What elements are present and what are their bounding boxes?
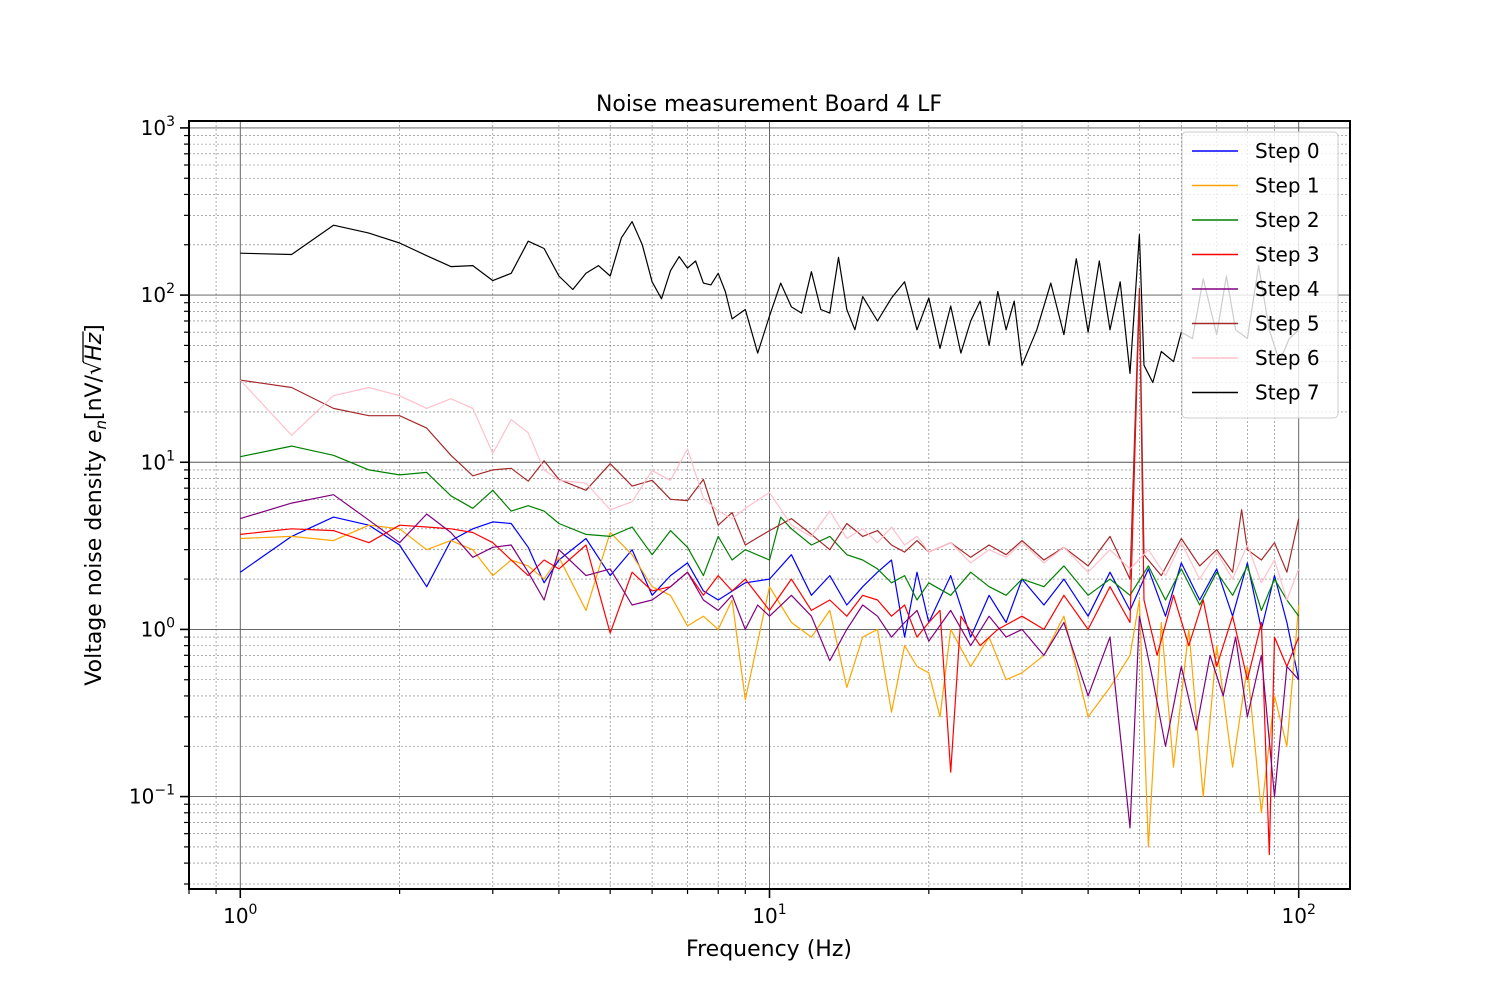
legend-label-step-1: Step 1 <box>1255 174 1320 198</box>
y-tick-label: 10−1 <box>129 783 175 809</box>
legend-label-step-0: Step 0 <box>1255 139 1320 163</box>
series-line-step-4 <box>240 494 1300 829</box>
series-line-step-2 <box>240 445 1300 617</box>
grid <box>188 121 1350 889</box>
x-tick-label: 100 <box>223 902 257 928</box>
legend-box <box>1181 131 1339 419</box>
legend-label-step-7: Step 7 <box>1255 381 1320 405</box>
x-tick-label: 101 <box>752 902 786 928</box>
series-group <box>239 221 1300 856</box>
y-tick-label: 102 <box>141 281 175 307</box>
y-axis-label: Voltage noise density en[nV/√Hz] <box>82 324 110 685</box>
series-line-step-5 <box>240 287 1300 580</box>
y-tick-label: 101 <box>141 448 175 474</box>
series-line-step-6 <box>239 379 1300 601</box>
y-tick-label: 103 <box>141 114 175 140</box>
legend-label-step-4: Step 4 <box>1255 277 1320 301</box>
legend-label-step-2: Step 2 <box>1255 208 1320 232</box>
legend-label-step-6: Step 6 <box>1255 346 1320 370</box>
x-tick-label: 102 <box>1282 902 1316 928</box>
ticks: 100 101 102 10−1 100 101 102 103 <box>129 114 1316 928</box>
legend: Step 0 Step 1 Step 2 Step 3 Step 4 Step 5 Step… <box>1181 131 1339 419</box>
series-line-step-0 <box>239 516 1300 680</box>
legend-label-step-3: Step 3 <box>1255 243 1320 267</box>
y-axis-label-text: Voltage noise density en[nV/√Hz] <box>82 324 110 685</box>
legend-label-step-5: Step 5 <box>1255 312 1320 336</box>
series-line-step-3 <box>240 294 1300 856</box>
y-tick-label: 100 <box>141 615 175 641</box>
chart-title: Noise measurement Board 4 LF <box>596 92 942 117</box>
x-axis-label: Frequency (Hz) <box>686 937 852 962</box>
series-line-step-1 <box>240 524 1300 848</box>
series-line-step-7 <box>240 221 1300 384</box>
